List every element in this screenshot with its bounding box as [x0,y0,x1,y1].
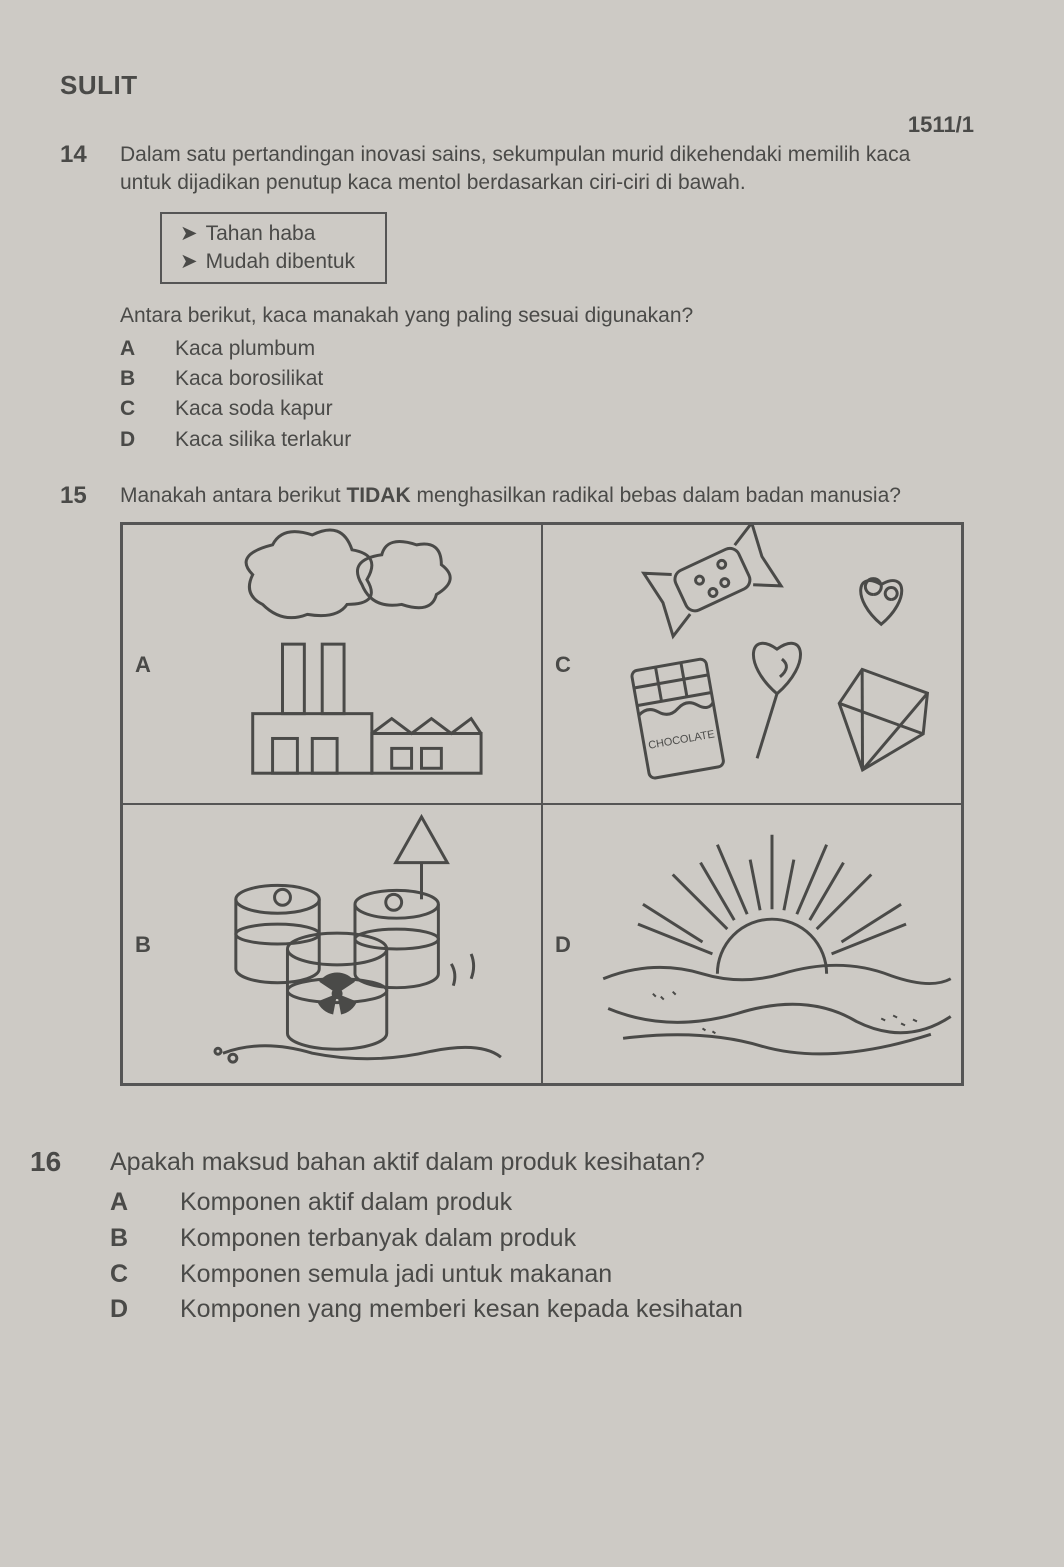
toxic-barrels-icon [163,805,541,1083]
cell-label: D [543,930,583,960]
question-body: Dalam satu pertandingan inovasi sains, s… [120,141,1004,456]
question-15: 15 Manakah antara berikut TIDAK menghasi… [60,482,1004,1086]
option-b: BKomponen terbanyak dalam produk [110,1222,1004,1256]
grid-cell-a: A [122,524,542,804]
prompt-line: Antara berikut, kaca manakah yang paling… [120,302,1004,330]
cell-label: B [123,930,163,960]
question-16: 16 Apakah maksud bahan aktif dalam produ… [60,1146,1004,1329]
question-number: 15 [60,482,120,510]
question-number: 16 [30,1146,110,1178]
sweets-candy-icon: CHOCOLATE [583,525,961,803]
classification-label: SULIT [60,70,1004,101]
option-b: BKaca borosilikat [120,365,1004,393]
criteria-box: ➤Tahan haba ➤Mudah dibentuk [160,212,387,285]
image-grid: A [120,522,964,1086]
option-c: CKomponen semula jadi untuk makanan [110,1258,1004,1292]
criteria-item: ➤Tahan haba [180,220,355,248]
cell-label: A [123,650,163,680]
sunrise-uv-icon [583,805,961,1083]
stem-line: Manakah antara berikut TIDAK menghasilka… [120,482,1004,510]
option-c: CKaca soda kapur [120,395,1004,423]
svg-text:CHOCOLATE: CHOCOLATE [647,729,715,752]
factory-smoke-icon [163,525,541,803]
paper-code: 1511/1 [908,112,974,138]
option-d: DKaca silika terlakur [120,426,1004,454]
option-a: AKomponen aktif dalam produk [110,1186,1004,1220]
stem-line: untuk dijadikan penutup kaca mentol berd… [120,169,1004,197]
stem-line: Apakah maksud bahan aktif dalam produk k… [110,1146,1004,1180]
exam-page: SULIT 1511/1 14 Dalam satu pertandingan … [0,0,1064,1567]
grid-cell-c: C [542,524,962,804]
cell-label: C [543,650,583,680]
question-14: 14 Dalam satu pertandingan inovasi sains… [60,141,1004,456]
question-number: 14 [60,141,120,169]
question-body: Apakah maksud bahan aktif dalam produk k… [110,1146,1004,1329]
grid-cell-b: B [122,804,542,1084]
option-d: DKomponen yang memberi kesan kepada kesi… [110,1293,1004,1327]
criteria-item: ➤Mudah dibentuk [180,248,355,276]
stem-line: Dalam satu pertandingan inovasi sains, s… [120,141,1004,169]
question-body: Manakah antara berikut TIDAK menghasilka… [120,482,1004,1086]
option-a: AKaca plumbum [120,335,1004,363]
grid-cell-d: D [542,804,962,1084]
